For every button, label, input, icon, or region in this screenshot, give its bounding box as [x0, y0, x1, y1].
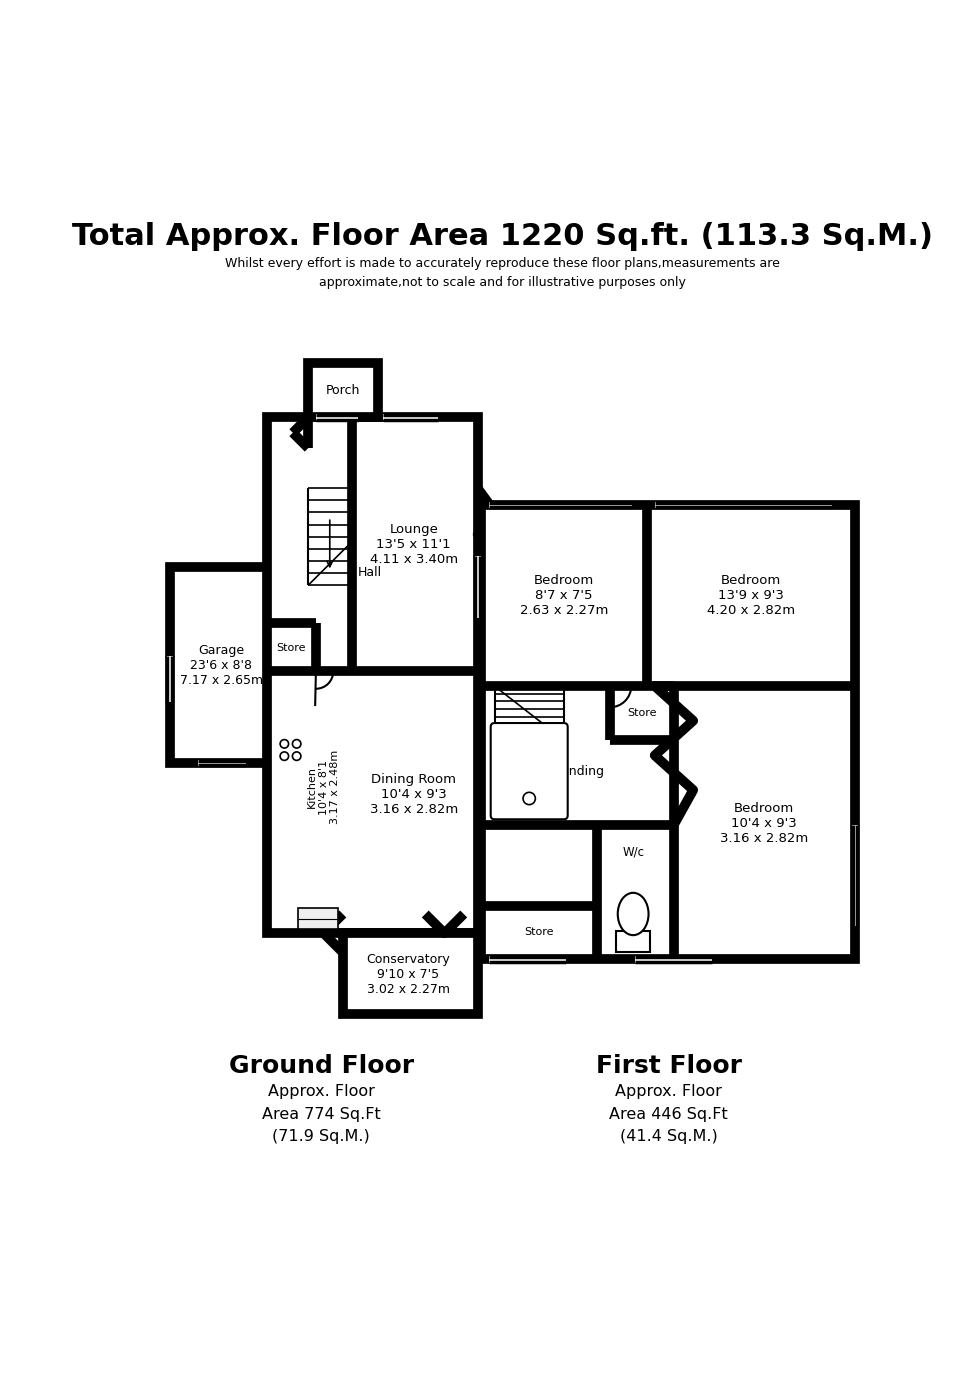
Bar	[481, 505, 855, 959]
Bar	[167, 656, 172, 703]
Bar	[316, 414, 359, 420]
Text: Conservatory
9'10 x 7'5
3.02 x 2.27m: Conservatory 9'10 x 7'5 3.02 x 2.27m	[367, 952, 450, 995]
Bar	[616, 931, 650, 952]
Text: Store: Store	[627, 708, 657, 718]
Bar	[198, 760, 246, 766]
Text: Store: Store	[524, 927, 554, 937]
Text: First Floor: First Floor	[596, 1053, 742, 1078]
Bar	[489, 502, 632, 509]
Text: Ground Floor: Ground Floor	[228, 1053, 414, 1078]
Bar	[489, 956, 566, 962]
Text: Bedroom
8'7 x 7'5
2.63 x 2.27m: Bedroom 8'7 x 7'5 2.63 x 2.27m	[519, 574, 608, 618]
Text: Approx. Floor
Area 446 Sq.Ft
(41.4 Sq.M.): Approx. Floor Area 446 Sq.Ft (41.4 Sq.M.…	[610, 1084, 728, 1143]
Bar	[383, 414, 438, 420]
Bar	[170, 567, 272, 764]
Bar	[852, 826, 858, 926]
Text: Whilst every effort is made to accurately reproduce these floor plans,measuremen: Whilst every effort is made to accuratel…	[224, 256, 780, 288]
Text: Bedroom
10'4 x 9'3
3.16 x 2.82m: Bedroom 10'4 x 9'3 3.16 x 2.82m	[720, 801, 808, 844]
Text: Approx. Floor
Area 774 Sq.Ft
(71.9 Sq.M.): Approx. Floor Area 774 Sq.Ft (71.9 Sq.M.…	[262, 1084, 380, 1143]
Text: Bedroom
13'9 x 9'3
4.20 x 2.82m: Bedroom 13'9 x 9'3 4.20 x 2.82m	[707, 574, 795, 618]
Text: Landing: Landing	[555, 765, 605, 778]
Ellipse shape	[617, 893, 649, 936]
Text: Porch: Porch	[325, 384, 360, 396]
FancyBboxPatch shape	[491, 723, 567, 819]
Text: Dining Room
10'4 x 9'3
3.16 x 2.82m: Dining Room 10'4 x 9'3 3.16 x 2.82m	[369, 773, 458, 816]
Bar	[635, 956, 712, 962]
Text: Garage
23'6 x 8'8
7.17 x 2.65m: Garage 23'6 x 8'8 7.17 x 2.65m	[179, 643, 263, 687]
Text: Hall: Hall	[358, 567, 382, 579]
Text: Kitchen
10'4 x 8'1
3.17 x 2.48m: Kitchen 10'4 x 8'1 3.17 x 2.48m	[307, 750, 340, 825]
Bar	[343, 933, 477, 1015]
Bar	[474, 556, 481, 618]
Bar	[268, 417, 477, 933]
Text: W/c: W/c	[622, 845, 644, 859]
Text: Total Approx. Floor Area 1220 Sq.ft. (113.3 Sq.M.): Total Approx. Floor Area 1220 Sq.ft. (11…	[72, 222, 933, 251]
Bar	[298, 908, 338, 930]
Bar	[655, 502, 832, 509]
Text: Store: Store	[276, 643, 306, 653]
Bar	[309, 363, 377, 417]
Text: Lounge
13'5 x 11'1
4.11 x 3.40m: Lounge 13'5 x 11'1 4.11 x 3.40m	[369, 523, 458, 565]
Text: Bath: Bath	[525, 750, 553, 762]
